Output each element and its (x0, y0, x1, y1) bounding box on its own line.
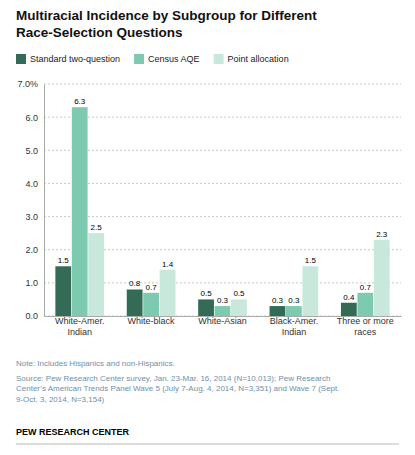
bar (231, 299, 247, 316)
y-tick: 2.0 (25, 245, 44, 255)
data-label: 0.8 (129, 279, 141, 288)
bar (357, 293, 373, 316)
text-line: Indian (282, 327, 307, 337)
text-line: Source: Pew Research Center survey, Jan.… (16, 374, 330, 383)
text-line: PEW RESEARCH CENTER (16, 427, 130, 437)
y-tick: 6.0 (25, 113, 44, 123)
y-tick: 1.0 (25, 278, 44, 288)
bar (88, 233, 104, 316)
y-tick: 0.0 (25, 311, 44, 321)
y-tick-label: 5.0 (25, 146, 38, 156)
y-tick-label: 1.0 (25, 278, 38, 288)
bottom-rule (16, 444, 399, 445)
footer: PEW RESEARCH CENTER (16, 427, 130, 437)
text-line: Indian (67, 327, 92, 337)
text-line: Three or more (337, 316, 394, 326)
annotation: Note: Includes Hispanics and non-Hispani… (16, 359, 175, 368)
x-axis: White-Amer.IndianWhite-blackWhite-AsianB… (45, 316, 402, 337)
data-label: 2.5 (91, 223, 103, 232)
legend-swatch (134, 54, 144, 64)
bar (127, 289, 143, 316)
text-line: White-Asian (198, 316, 247, 326)
x-tick: Three or moreraces (337, 316, 394, 337)
grid-line (44, 216, 401, 217)
chart: Multiracial Incidence by Subgroup for Di… (0, 0, 415, 455)
legend-swatch (214, 54, 224, 64)
data-label: 1.5 (305, 256, 317, 265)
bar (55, 266, 71, 316)
data-label: 0.3 (272, 296, 284, 305)
x-tick-label: Black-Amer.Indian (270, 316, 319, 337)
annotation: Source: Pew Research Center survey, Jan.… (16, 374, 340, 404)
data-labels: 1.5 0.8 0.5 0.3 0.4 6.3 0.7 0.3 0.3 0.7 2.5 1.4 0.5 1… (58, 97, 388, 305)
data-label: 0.4 (343, 293, 355, 302)
bar (286, 306, 302, 316)
text-line: White-black (128, 316, 176, 326)
text-line: Black-Amer. (270, 316, 319, 326)
y-axis: 0.0 1.0 2.0 3.0 4.0 5.0 6.0 7.0% (17, 79, 44, 321)
grid-line (44, 84, 401, 85)
annotations: Note: Includes Hispanics and non-Hispani… (16, 359, 340, 437)
data-label: 0.3 (217, 296, 229, 305)
data-label: 0.5 (233, 289, 245, 298)
grid-line (44, 117, 401, 118)
grid (44, 84, 401, 316)
y-tick-label: 7.0% (17, 79, 38, 89)
bar (143, 293, 159, 316)
y-tick-label: 6.0 (25, 113, 38, 123)
bar (215, 306, 231, 316)
text-line: White-Amer. (55, 316, 105, 326)
title: Multiracial Incidence by Subgroup for Di… (16, 8, 317, 40)
x-tick-label: White-Asian (198, 316, 247, 326)
legend: Standard two-question Census AQE Point all… (16, 54, 289, 64)
legend-label: Standard two-question (30, 54, 120, 64)
bar (341, 303, 357, 316)
bar (160, 270, 176, 316)
bar (270, 306, 286, 316)
x-tick-label: White-black (128, 316, 176, 326)
y-tick-label: 4.0 (25, 179, 38, 189)
grid-line (44, 150, 401, 151)
legend-label: Census AQE (148, 54, 200, 64)
text-line: Race-Selection Questions (16, 25, 183, 40)
data-label: 0.3 (288, 296, 300, 305)
bar (72, 107, 88, 316)
y-tick: 3.0 (25, 212, 44, 222)
x-tick: Black-Amer.Indian (270, 316, 319, 337)
y-tick: 5.0 (25, 146, 44, 156)
x-tick-label: White-Amer.Indian (55, 316, 105, 337)
text-line: Note: Includes Hispanics and non-Hispani… (16, 359, 175, 368)
y-tick-label: 3.0 (25, 212, 38, 222)
x-tick: White-black (128, 316, 176, 326)
legend-label: Point allocation (228, 54, 289, 64)
data-label: 0.7 (360, 283, 372, 292)
data-label: 2.3 (376, 230, 388, 239)
x-tick-label: Three or moreraces (337, 316, 394, 337)
bar (198, 299, 214, 316)
text-line: races (354, 327, 377, 337)
y-tick: 4.0 (25, 179, 44, 189)
data-label: 1.5 (58, 256, 70, 265)
x-tick: White-Amer.Indian (55, 316, 105, 337)
bar (302, 266, 318, 316)
y-tick-label: 0.0 (25, 311, 38, 321)
data-label: 0.7 (146, 283, 158, 292)
legend-swatch (16, 54, 26, 64)
text-line: Multiracial Incidence by Subgroup for Di… (16, 8, 317, 23)
text-line: 9-Oct. 3, 2014, N=3,154) (16, 395, 105, 404)
bar (374, 240, 390, 316)
x-tick: White-Asian (198, 316, 247, 326)
data-label: 0.5 (200, 289, 212, 298)
bars (55, 107, 389, 316)
data-label: 6.3 (74, 97, 86, 106)
y-tick: 7.0% (17, 79, 44, 89)
grid-line (44, 183, 401, 184)
y-tick-label: 2.0 (25, 245, 38, 255)
text-line: Center’s American Trends Panel Wave 5 (J… (16, 384, 340, 393)
data-label: 1.4 (162, 260, 174, 269)
y-axis-line (44, 85, 45, 317)
